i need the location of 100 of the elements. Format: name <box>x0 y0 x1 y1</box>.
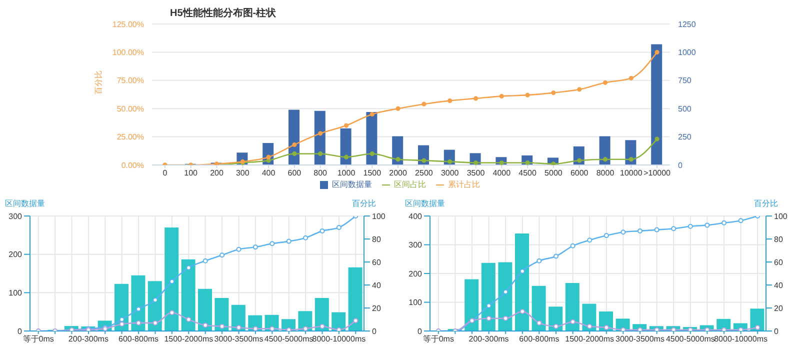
point <box>499 94 504 98</box>
bar <box>314 298 329 331</box>
point <box>370 112 374 117</box>
point <box>270 326 275 331</box>
bar <box>288 110 300 165</box>
point <box>270 241 275 246</box>
point <box>654 50 660 54</box>
x-tick-label: 3500 <box>466 168 486 178</box>
y-tick-label: 25.00% <box>116 132 144 142</box>
bar <box>366 112 378 165</box>
point <box>336 225 342 230</box>
x-tick-label: 600-800ms <box>519 334 560 344</box>
x-tick-label: 2500 <box>415 168 434 178</box>
point <box>186 317 192 322</box>
point <box>236 246 242 252</box>
x-tick-label: 8000-10000ms <box>312 334 366 344</box>
point <box>654 327 660 331</box>
point <box>119 317 124 322</box>
point <box>292 151 297 156</box>
point <box>303 235 308 240</box>
y2-tick-label: 60 <box>372 258 382 267</box>
y-tick-label: 0 <box>418 326 423 336</box>
point <box>604 233 609 238</box>
x-tick-label: 等于0ms <box>422 334 454 344</box>
point <box>422 158 426 163</box>
bar <box>131 275 146 331</box>
point <box>252 244 258 250</box>
y2-tick-label: 0 <box>372 326 377 336</box>
legend-label: 区间占比 <box>394 180 426 189</box>
point <box>503 289 508 294</box>
point <box>336 327 342 331</box>
point <box>473 96 478 101</box>
point <box>688 224 693 229</box>
point <box>671 226 676 232</box>
point <box>520 268 525 274</box>
point <box>353 318 358 324</box>
point <box>152 297 158 302</box>
x-tick-label: 400 <box>262 168 276 178</box>
point <box>654 227 660 232</box>
point <box>236 325 242 330</box>
y2-tick-label: 1250 <box>678 20 696 29</box>
y2-tick-label: 1000 <box>678 48 696 58</box>
point <box>520 308 525 314</box>
x-tick-label: 4500 <box>518 168 537 178</box>
x-tick-label: 8000 <box>596 168 615 178</box>
bar <box>651 44 662 165</box>
bar <box>599 136 610 165</box>
point <box>448 159 452 164</box>
point <box>602 80 608 85</box>
legend-label: 累计占比 <box>448 180 480 189</box>
bar <box>565 282 580 331</box>
point <box>252 326 258 331</box>
point <box>486 303 492 308</box>
point <box>704 327 710 331</box>
y2-tick-label: 100 <box>774 212 788 221</box>
point <box>396 157 400 162</box>
point <box>202 258 208 264</box>
x-tick-label: 8000-10000ms <box>714 334 768 344</box>
point <box>602 157 608 162</box>
bar <box>340 128 352 165</box>
bar <box>348 267 362 331</box>
point <box>525 92 530 98</box>
point <box>577 158 582 163</box>
x-tick-label: 200 <box>210 168 224 178</box>
point <box>704 222 710 228</box>
bar <box>515 234 529 331</box>
point <box>628 76 634 80</box>
point <box>220 324 225 329</box>
bar <box>481 262 496 331</box>
point <box>628 157 634 162</box>
point <box>318 151 323 156</box>
point <box>620 230 626 235</box>
y2-tick-label: 60 <box>774 258 784 267</box>
x-tick-label: 4500-5000ms <box>666 334 715 344</box>
bar <box>625 140 636 165</box>
point <box>320 324 325 329</box>
point <box>671 327 676 331</box>
y2-tick-label: 40 <box>774 280 784 290</box>
x-tick-label: 3000-3500ms <box>214 334 264 344</box>
y-axis-title: 百分比 <box>94 70 103 94</box>
bar <box>181 259 196 331</box>
x-tick-label: 3000-3500ms <box>616 334 664 344</box>
point <box>525 160 530 165</box>
y2-tick-label: 250 <box>678 132 692 142</box>
y-tick-label: 50.00% <box>116 104 144 114</box>
x-tick-label: 300 <box>236 168 250 178</box>
y2-tick-label: 0 <box>774 326 779 336</box>
point <box>486 316 492 321</box>
point <box>473 160 478 165</box>
point <box>755 325 760 330</box>
point <box>119 322 124 327</box>
y2-tick-label: 80 <box>372 234 382 244</box>
point <box>722 220 726 226</box>
y-tick-label: 100 <box>8 288 23 298</box>
x-tick-label: >10000 <box>644 168 672 178</box>
bar <box>314 110 326 165</box>
bar <box>548 306 563 331</box>
x-tick-label: 800 <box>314 168 328 178</box>
point <box>202 322 208 328</box>
y-tick-label: 300 <box>8 212 23 221</box>
